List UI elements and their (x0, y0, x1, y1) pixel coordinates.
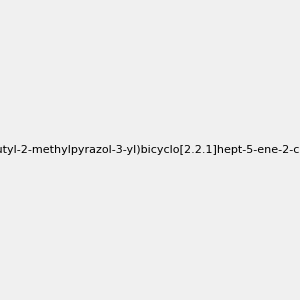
Text: N-(5-cyclobutyl-2-methylpyrazol-3-yl)bicyclo[2.2.1]hept-5-ene-2-carboxamide: N-(5-cyclobutyl-2-methylpyrazol-3-yl)bic… (0, 145, 300, 155)
